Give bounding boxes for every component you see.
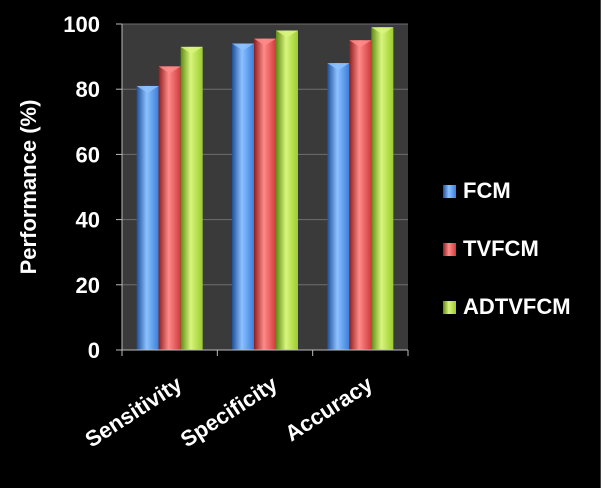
- bar-fcm-sensitivity: [136, 85, 159, 350]
- bar-adtvfcm-sensitivity: [180, 46, 203, 350]
- y-tick-label: 60: [76, 142, 100, 167]
- y-tick-labels: 0 20 40 60 80 100: [63, 12, 122, 363]
- bar-fcm-specificity: [232, 43, 254, 351]
- y-tick-label: 40: [76, 208, 100, 233]
- y-tick-label: 0: [88, 338, 100, 363]
- bar-adtvfcm-accuracy: [371, 27, 394, 350]
- y-tick-label: 80: [76, 77, 100, 102]
- bars: [136, 27, 394, 351]
- y-tick-label: 20: [76, 273, 100, 298]
- y-axis-title: Performance (%): [16, 100, 41, 275]
- legend-swatch: [443, 243, 456, 256]
- y-tick-label: 100: [63, 12, 100, 37]
- bar-cap: [180, 46, 203, 54]
- legend: FCM TVFCM ADTVFCM: [443, 178, 571, 319]
- axes: [121, 24, 409, 356]
- x-category-label: Specificity: [176, 371, 283, 452]
- x-category-label: Accuracy: [280, 371, 377, 446]
- legend-swatch: [443, 301, 456, 314]
- bar-tvfcm-specificity: [254, 38, 276, 351]
- bar-cap: [349, 40, 372, 48]
- bar-cap: [371, 27, 394, 35]
- bar-cap: [254, 38, 276, 46]
- bar-cap: [276, 30, 298, 38]
- legend-label: FCM: [463, 178, 511, 203]
- bar-chart: 0 20 40 60 80 100 SensitivitySpecificityAccur…: [16, 12, 571, 452]
- bar-adtvfcm-specificity: [276, 30, 298, 351]
- legend-label: ADTVFCM: [463, 294, 571, 319]
- bar-cap: [158, 66, 181, 74]
- bar-cap: [232, 43, 254, 51]
- x-category-label: Sensitivity: [80, 371, 187, 452]
- legend-label: TVFCM: [463, 236, 539, 261]
- bar-fcm-accuracy: [327, 63, 350, 351]
- legend-swatch: [443, 185, 456, 198]
- bar-cap: [136, 85, 159, 93]
- bar-tvfcm-accuracy: [349, 40, 372, 351]
- chart-frame: 0 20 40 60 80 100 Sensitivity Specificity Accur…: [0, 0, 601, 488]
- bar-tvfcm-sensitivity: [158, 66, 181, 350]
- bar-cap: [327, 63, 350, 71]
